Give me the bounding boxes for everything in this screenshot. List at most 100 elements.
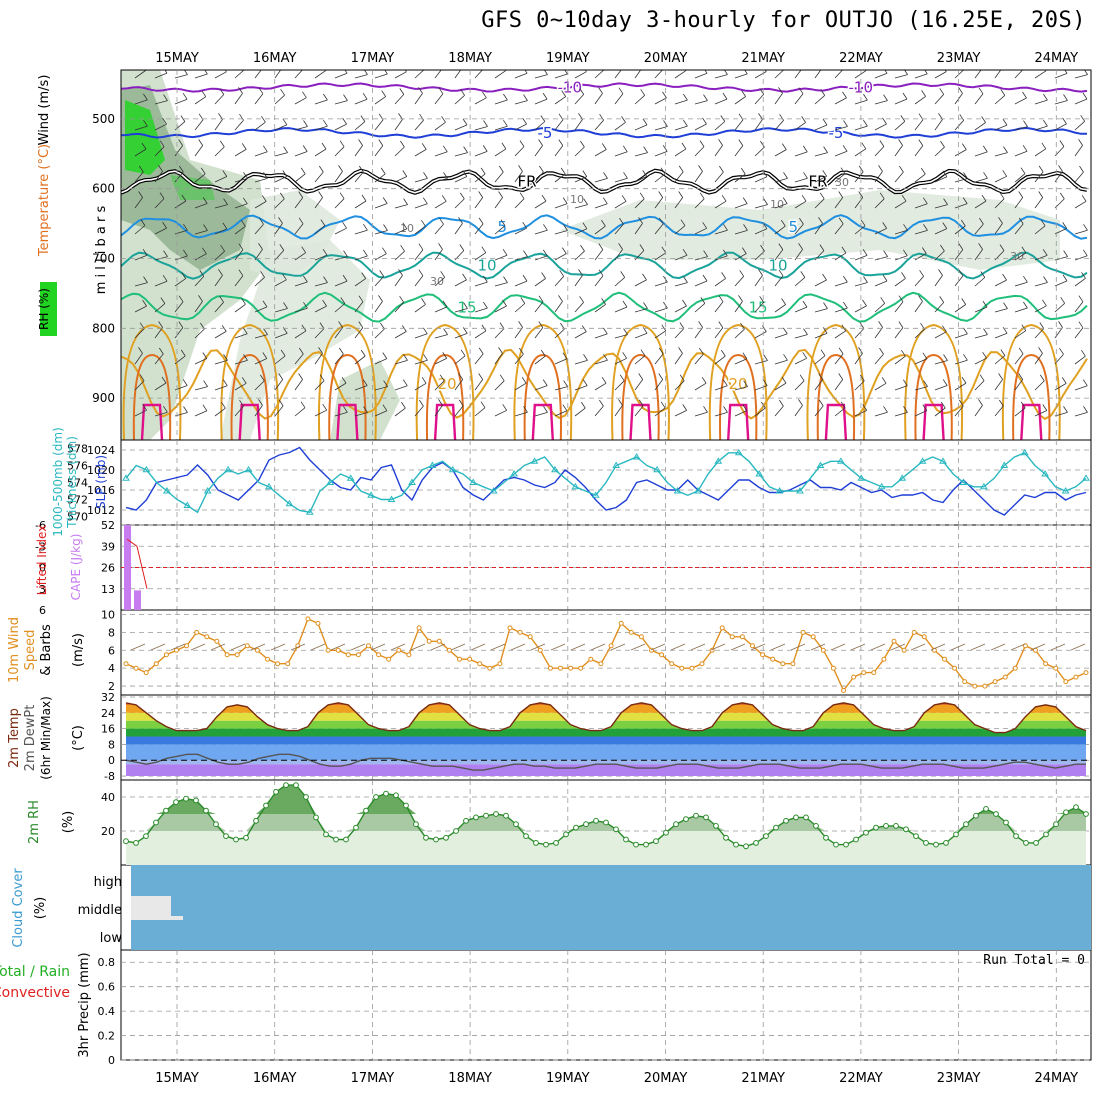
temperature-band <box>126 736 1086 745</box>
wind-barb <box>274 70 282 79</box>
wind-barb <box>134 225 146 235</box>
date-label-top: 18MAY <box>448 51 492 66</box>
temperature-contour-label: 5 <box>498 218 508 236</box>
wind-barb <box>594 359 608 365</box>
wind-barb <box>134 380 145 391</box>
wind-barb <box>994 124 1008 131</box>
wind-barb-flag <box>858 191 864 198</box>
wind-barb <box>934 302 944 313</box>
wind-barb <box>434 151 448 157</box>
wind-barb <box>1014 150 1028 157</box>
wind-barb-flag <box>602 327 608 335</box>
surface-wind-barb <box>1010 643 1026 651</box>
wind-barb <box>894 355 906 365</box>
temp-tick-label: 16 <box>101 723 115 736</box>
wind-barb-flag <box>481 246 487 253</box>
wind-barb <box>954 203 968 209</box>
wind-barb <box>574 331 587 339</box>
wind-barb <box>194 386 208 391</box>
wind-barb-flag <box>938 113 943 120</box>
rh-marker <box>193 797 199 804</box>
wind-barb-flag <box>283 146 288 153</box>
wind-barb <box>574 228 588 235</box>
wind-barb-flag <box>300 62 304 68</box>
wind-barb-flag <box>840 401 846 409</box>
wind-barb <box>354 229 368 235</box>
wind-barb <box>514 411 528 417</box>
wind-barb <box>1034 99 1048 105</box>
cloud-cover-fill <box>131 865 1091 950</box>
wind-barb-flag <box>921 247 927 254</box>
wind-barb-flag <box>1003 302 1008 309</box>
wind-barb <box>234 333 248 339</box>
wind-barb <box>554 230 568 235</box>
wind-barb-flag <box>841 246 847 254</box>
wind-barb-flag <box>878 165 883 172</box>
wind-barb <box>754 176 768 183</box>
wind-barb <box>414 93 423 105</box>
wind-barb-flag <box>838 347 844 355</box>
wind-barb-flag <box>924 70 928 75</box>
wind-barb-flag <box>262 145 268 152</box>
wind-barb <box>594 304 606 313</box>
surface-wind-barb <box>910 643 926 651</box>
wind-barb-flag <box>662 91 667 99</box>
wind-barb <box>574 275 583 287</box>
wind-barb <box>954 405 964 417</box>
wind-barb <box>774 120 784 131</box>
wind-barb <box>474 281 488 287</box>
wind-barb <box>1054 383 1067 391</box>
wind-barb <box>794 93 804 105</box>
wind-barb-flag <box>138 347 143 354</box>
wind-barb-flag <box>580 244 585 252</box>
wind-barb <box>254 93 264 105</box>
rh-marker <box>313 814 319 821</box>
li-label: Lifted Index <box>35 525 49 596</box>
temp-tick-label: 8 <box>108 738 115 751</box>
wind-barb-flag <box>481 324 487 332</box>
wind-barb <box>934 119 943 131</box>
wind-speed-marker <box>911 629 917 635</box>
thickness-marker <box>714 457 723 464</box>
wind-barb <box>954 333 968 339</box>
wind-barb <box>374 276 384 287</box>
wind-barb <box>934 204 948 209</box>
wind-barb <box>534 327 544 339</box>
wind-barb <box>574 146 585 157</box>
wind-barb-flag <box>478 347 484 355</box>
wind-barb <box>954 178 968 183</box>
wind-barb-flag <box>999 61 1003 67</box>
wind-barb-flag <box>1039 374 1045 382</box>
slp-label: SLP (mb) <box>94 455 108 509</box>
wind-barb-flag <box>561 247 567 254</box>
wind-barb-flag <box>219 140 225 148</box>
wind-barb-flag <box>780 219 786 227</box>
wind-barb <box>314 282 328 287</box>
wind-barb <box>194 276 205 287</box>
wind-barb <box>794 223 804 235</box>
wind-barb-flag <box>1042 249 1048 256</box>
rh-marker <box>913 833 919 839</box>
wind-barb <box>714 200 727 209</box>
wind-barb-flag <box>883 406 888 413</box>
wind-barb <box>254 334 268 339</box>
wind-barb-flag <box>300 401 306 408</box>
wind-barb <box>354 121 366 131</box>
wind-barb <box>254 151 268 157</box>
wind-barb <box>1034 328 1045 339</box>
wind-barb-flag <box>622 352 628 359</box>
wind-barb <box>1034 305 1047 313</box>
surface-wind-barb <box>390 643 406 651</box>
wind-barb <box>434 334 448 339</box>
wind-barb-flag <box>583 198 588 205</box>
wind-barb-flag <box>601 143 607 150</box>
wind-speed-marker <box>618 620 624 626</box>
wind-barb <box>694 146 705 157</box>
wind-speed-marker <box>426 638 432 644</box>
rh-marker <box>573 824 579 831</box>
wind-barb <box>594 203 608 209</box>
wind-barb-flag <box>940 140 945 148</box>
wind-barb <box>514 171 523 183</box>
wind-barb-flag <box>920 167 926 175</box>
wind-speed-marker <box>921 634 927 640</box>
